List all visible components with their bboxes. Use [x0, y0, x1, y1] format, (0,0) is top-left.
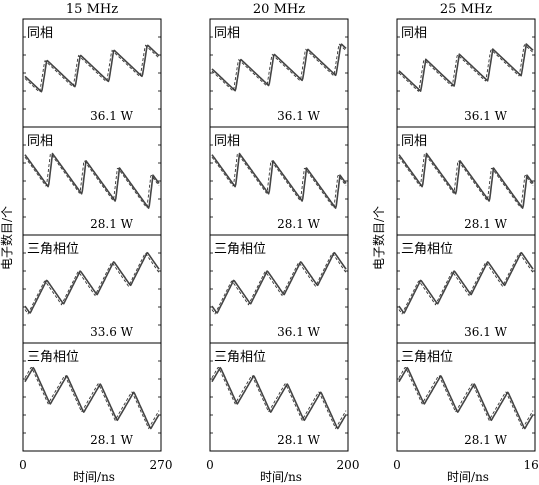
panel-1: 同相 36.1 W	[22, 18, 162, 128]
series-solid-line	[398, 366, 534, 430]
y-axis-title-right: 电子数目/个	[371, 206, 386, 270]
series-solid-line	[211, 152, 347, 209]
series-solid-line	[211, 43, 347, 92]
panel-power-label: 28.1 W	[277, 433, 321, 447]
series-solid-line	[398, 43, 534, 92]
chart-column-2: 20 MHz 同相 36.1 W 同相 28.1 W 三角相位 36.1 W 三角相位 28.1…	[206, 2, 359, 484]
panel-power-label: 28.1 W	[90, 433, 134, 447]
panel-2: 同相 28.1 W	[22, 126, 162, 236]
series-dashed-line	[24, 153, 160, 208]
series-dashed-line	[211, 367, 347, 430]
panel-phase-label: 同相	[27, 26, 53, 41]
series-dashed-line	[398, 44, 534, 92]
panel-4: 三角相位 28.1 W	[209, 342, 349, 452]
panel-phase-label: 三角相位	[214, 350, 266, 365]
panel-3: 三角相位 33.6 W	[22, 234, 162, 344]
x-axis-title: 时间/ns	[260, 470, 302, 484]
chart-column-3: 25 MHz 同相 36.1 W 同相 28.1 W 三角相位 36.1 W 三角相位 28.1…	[393, 2, 539, 484]
x-tick-label: 0	[19, 458, 27, 472]
series-solid-line	[211, 251, 347, 314]
series-dashed-line	[24, 367, 160, 430]
x-tick-label: 0	[206, 458, 214, 472]
panel-phase-label: 三角相位	[27, 350, 79, 365]
series-dashed-line	[398, 252, 534, 315]
panel-power-label: 36.1 W	[277, 109, 321, 123]
x-axis-title: 时间/ns	[73, 470, 115, 484]
series-dashed-line	[211, 252, 347, 315]
series-dashed-line	[211, 43, 347, 92]
panel-4: 三角相位 28.1 W	[396, 342, 536, 452]
series-solid-line	[24, 44, 160, 93]
x-tick-label: 0	[393, 458, 401, 472]
column-title: 20 MHz	[253, 2, 305, 17]
x-tick-label: 160	[524, 458, 539, 472]
panel-power-label: 28.1 W	[277, 217, 321, 231]
series-solid-line	[398, 152, 534, 209]
series-solid-line	[24, 251, 160, 314]
column-title: 25 MHz	[440, 2, 492, 17]
panel-phase-label: 三角相位	[401, 242, 453, 257]
panel-phase-label: 三角相位	[401, 350, 453, 365]
series-solid-line	[398, 251, 534, 314]
panel-3: 三角相位 36.1 W	[209, 234, 349, 344]
chart-column-1: 15 MHz 同相 36.1 W 同相 28.1 W 三角相位 33.6 W 三角相位 28.1…	[19, 2, 172, 484]
panel-1: 同相 36.1 W	[209, 18, 349, 128]
panel-1: 同相 36.1 W	[396, 18, 536, 128]
x-tick-label: 270	[150, 458, 173, 472]
panel-power-label: 33.6 W	[90, 325, 134, 339]
panel-2: 同相 28.1 W	[209, 126, 349, 236]
panel-phase-label: 同相	[214, 134, 240, 149]
series-solid-line	[24, 366, 160, 430]
series-solid-line	[24, 152, 160, 209]
panel-phase-label: 三角相位	[214, 242, 266, 257]
panel-power-label: 28.1 W	[90, 217, 134, 231]
series-dashed-line	[24, 252, 160, 315]
panel-phase-label: 同相	[214, 26, 240, 41]
panel-power-label: 36.1 W	[277, 325, 321, 339]
series-solid-line	[211, 366, 347, 430]
x-tick-label: 200	[337, 458, 360, 472]
panel-2: 同相 28.1 W	[396, 126, 536, 236]
x-axis-title: 时间/ns	[447, 470, 489, 484]
column-title: 15 MHz	[66, 2, 118, 17]
panel-power-label: 28.1 W	[464, 433, 508, 447]
panel-phase-label: 三角相位	[27, 242, 79, 257]
panel-3: 三角相位 36.1 W	[396, 234, 536, 344]
panel-power-label: 36.1 W	[90, 109, 134, 123]
series-dashed-line	[398, 153, 534, 208]
panel-phase-label: 同相	[27, 134, 53, 149]
series-dashed-line	[211, 153, 347, 208]
panel-power-label: 36.1 W	[464, 109, 508, 123]
panel-power-label: 36.1 W	[464, 325, 508, 339]
panel-phase-label: 同相	[401, 134, 427, 149]
panel-4: 三角相位 28.1 W	[22, 342, 162, 452]
y-axis-title-left: 电子数目/个	[0, 206, 14, 270]
panel-power-label: 28.1 W	[464, 217, 508, 231]
series-dashed-line	[398, 367, 534, 430]
panel-phase-label: 同相	[401, 26, 427, 41]
